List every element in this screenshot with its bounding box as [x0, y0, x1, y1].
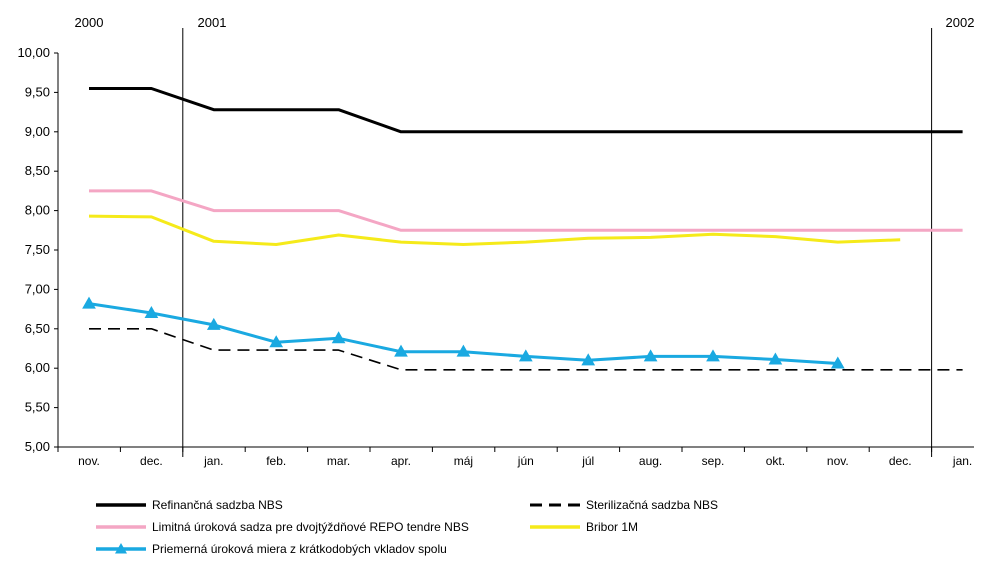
year-markers: 2000 2001 2002 — [75, 15, 975, 457]
y-tick-label: 6,00 — [25, 360, 50, 375]
y-axis: 5,00 5,50 6,00 6,50 7,00 7,50 8,00 8,50 9,00 9,50… — [17, 45, 59, 454]
x-tick-label: feb. — [266, 454, 286, 468]
series-point — [394, 344, 408, 357]
x-tick-label: máj — [454, 454, 473, 468]
x-tick-label: okt. — [766, 454, 785, 468]
series-point — [82, 296, 96, 309]
x-tick-label: jan. — [952, 454, 972, 468]
x-tick-label: mar. — [327, 454, 350, 468]
legend-label: Priemerná úroková miera z krátkodobých v… — [152, 542, 447, 556]
series-line — [89, 87, 963, 134]
series-point — [706, 349, 720, 362]
x-tick-label: jún — [517, 454, 534, 468]
legend-item: Bribor 1M — [530, 520, 638, 534]
x-tick-label: nov. — [827, 454, 849, 468]
x-tick-label: nov. — [78, 454, 100, 468]
x-tick-label: sep. — [702, 454, 725, 468]
legend-item: Sterilizačná sadzba NBS — [530, 498, 718, 512]
legend-item: Limitná úroková sadza pre dvojtýždňové R… — [96, 520, 469, 534]
series-point — [456, 344, 471, 357]
series-lines — [82, 87, 963, 371]
x-tick-label: dec. — [140, 454, 163, 468]
series-point — [144, 306, 159, 319]
y-tick-label: 8,50 — [25, 163, 50, 178]
series-point — [643, 349, 658, 362]
y-tick-label: 10,00 — [17, 45, 50, 60]
x-tick-label: dec. — [889, 454, 912, 468]
y-tick-label: 7,50 — [25, 242, 50, 257]
series-point — [269, 335, 284, 348]
series-line — [89, 189, 963, 232]
legend: Refinančná sadzba NBS Sterilizačná sadzba… — [96, 498, 718, 556]
legend-label: Limitná úroková sadza pre dvojtýždňové R… — [152, 520, 469, 534]
series-line — [89, 328, 963, 371]
legend-label: Bribor 1M — [586, 520, 638, 534]
legend-item: Priemerná úroková miera z krátkodobých v… — [96, 542, 447, 556]
legend-label: Sterilizačná sadzba NBS — [586, 498, 718, 512]
series-point — [768, 352, 783, 365]
x-axis: nov. dec. jan. feb. mar. apr. máj jún júl aug. sep… — [57, 446, 974, 468]
y-tick-label: 7,00 — [25, 281, 50, 296]
year-label: 2002 — [946, 15, 975, 30]
legend-label: Refinančná sadzba NBS — [152, 498, 283, 512]
x-tick-label: apr. — [391, 454, 411, 468]
x-tick-label: aug. — [639, 454, 662, 468]
legend-item: Refinančná sadzba NBS — [96, 498, 283, 512]
series-point — [581, 353, 596, 366]
series-point — [206, 317, 221, 330]
y-tick-label: 8,00 — [25, 203, 50, 218]
x-tick-label: júl — [581, 454, 594, 468]
year-label: 2001 — [198, 15, 227, 30]
legend-marker — [115, 543, 127, 554]
y-tick-label: 9,50 — [25, 84, 50, 99]
y-tick-label: 6,50 — [25, 321, 50, 336]
year-label: 2000 — [75, 15, 104, 30]
series-point — [518, 349, 533, 362]
series-point — [830, 356, 845, 369]
x-tick-label: jan. — [203, 454, 223, 468]
y-tick-label: 5,00 — [25, 439, 50, 454]
series-line — [88, 214, 901, 246]
y-tick-label: 9,00 — [25, 124, 50, 139]
y-tick-label: 5,50 — [25, 400, 50, 415]
series-point — [331, 331, 346, 344]
